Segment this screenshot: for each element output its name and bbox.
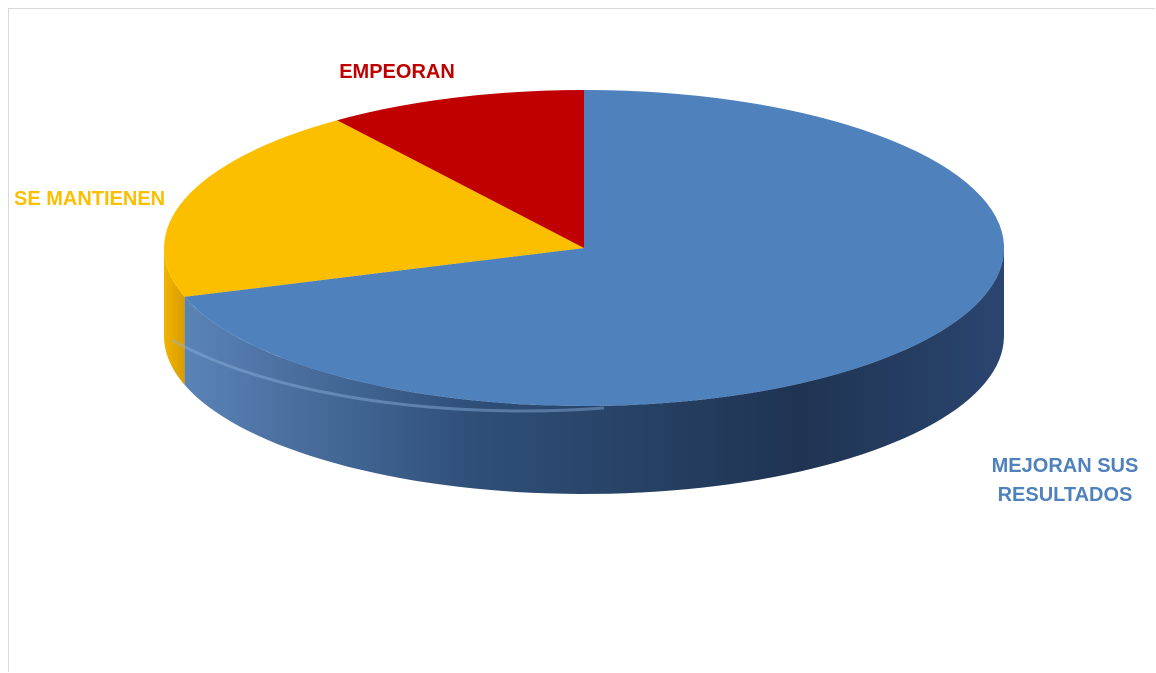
pie-slice-1 xyxy=(184,90,1005,406)
slice-label-2: SE MANTIENEN xyxy=(14,188,165,210)
pie-side-2 xyxy=(164,246,185,385)
pie-side-1 xyxy=(184,248,1005,494)
rim-highlight xyxy=(171,338,605,413)
chart-frame xyxy=(8,8,1155,672)
pie-slice-2 xyxy=(164,120,585,297)
slice-label-1: MEJORAN SUS RESULTADOS xyxy=(992,455,1139,506)
slice-label-3: EMPEORAN xyxy=(339,61,455,83)
pie-slice-3 xyxy=(337,90,584,248)
